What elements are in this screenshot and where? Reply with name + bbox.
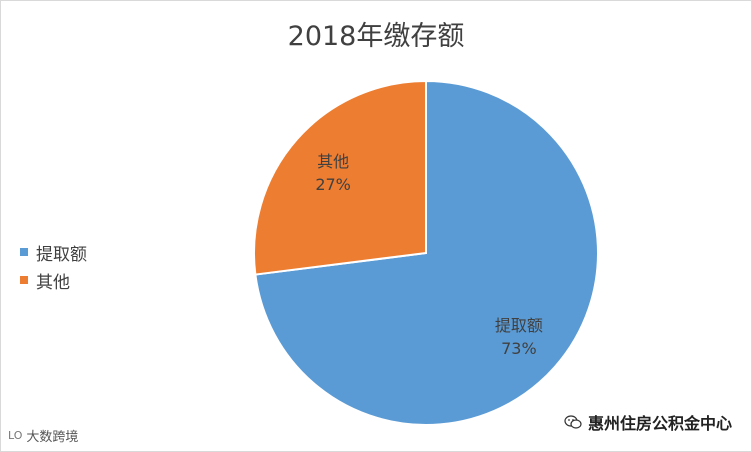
- legend-label-withdrawal: 提取额: [36, 244, 87, 265]
- slice-value-label: 73%: [501, 339, 537, 358]
- legend-label-other: 其他: [36, 272, 70, 293]
- slice-category-label: 其他: [317, 152, 349, 171]
- corner-watermark: LO 大数跨境: [8, 426, 78, 445]
- slice-other: [253, 79, 427, 276]
- chart-legend: 提取额 其他: [20, 238, 87, 294]
- corner-watermark-icon: LO: [8, 429, 23, 442]
- source-watermark: 惠州住房公积金中心: [564, 410, 732, 434]
- legend-swatch-withdrawal: [20, 248, 28, 256]
- legend-swatch-other: [20, 276, 28, 284]
- chart-title: 2018年缴存额: [287, 21, 465, 52]
- legend-item-other: 其他: [20, 266, 87, 294]
- slice-label-withdrawal: 提取额 73%: [495, 316, 543, 358]
- corner-watermark-text: 大数跨境: [26, 430, 79, 445]
- legend-item-withdrawal: 提取额: [20, 238, 87, 266]
- source-watermark-text: 惠州住房公积金中心: [587, 414, 732, 433]
- slice-value-label: 27%: [315, 175, 351, 194]
- slice-label-other: 其他 27%: [315, 152, 351, 194]
- slice-category-label: 提取额: [495, 316, 543, 335]
- wechat-icon: [564, 415, 582, 429]
